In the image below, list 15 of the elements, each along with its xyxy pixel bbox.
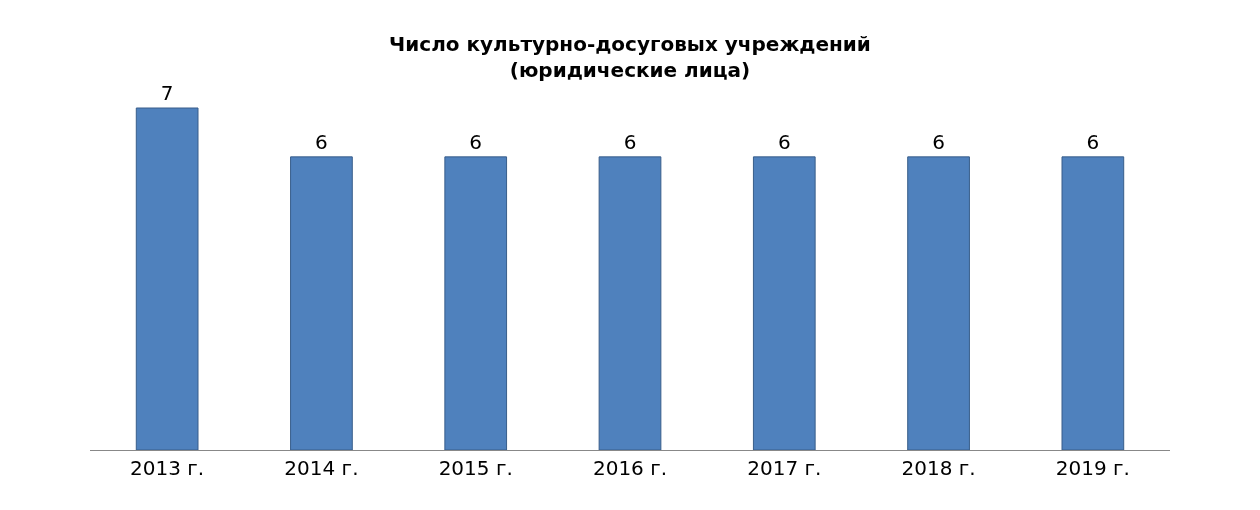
- x-tick-label: 2018 г.: [901, 456, 976, 480]
- data-label: 6: [469, 129, 483, 154]
- data-label: 6: [315, 129, 328, 154]
- x-tick-label: 2014 г.: [284, 456, 359, 480]
- data-label: 6: [777, 129, 791, 154]
- chart-title: Число культурно-досуговых учреждений (юридические лица): [389, 32, 871, 82]
- x-tick-label: 2017 г.: [747, 456, 822, 480]
- x-tick-label: 2013 г.: [130, 456, 205, 480]
- data-label: 6: [1086, 129, 1100, 154]
- x-tick-label: 2015 г.: [438, 456, 513, 480]
- data-label: 6: [932, 129, 945, 154]
- x-tick-label: 2016 г.: [592, 456, 668, 480]
- data-label: 7: [160, 81, 174, 105]
- x-tick-label: 2019 г.: [1055, 456, 1130, 480]
- data-label: 6: [623, 129, 637, 154]
